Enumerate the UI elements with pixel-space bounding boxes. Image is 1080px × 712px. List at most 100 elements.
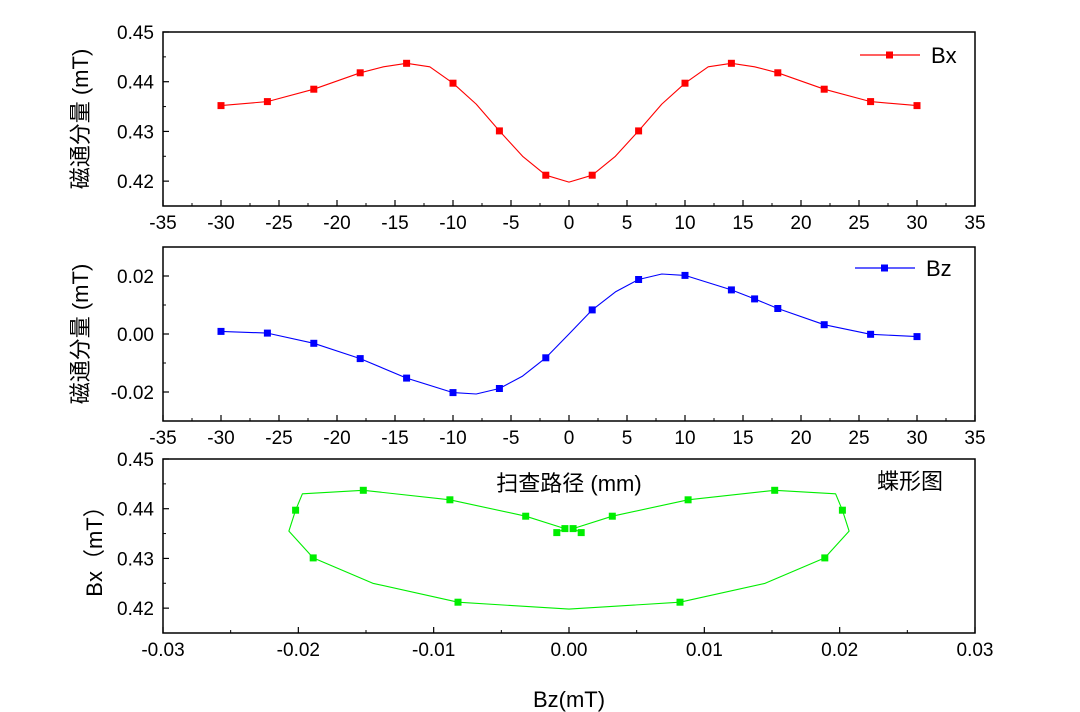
butterfly-y-tick-label: 0.44 bbox=[117, 500, 154, 521]
scan-path-x-axis-title: 扫查路径 (mm) bbox=[496, 471, 641, 496]
butterfly-data-point bbox=[684, 496, 692, 504]
bx-x-tick-label: -20 bbox=[323, 213, 350, 234]
bz-y-tick-label: 0.00 bbox=[117, 325, 154, 346]
bz-x-tick-label: 15 bbox=[732, 428, 753, 449]
bz-x-tick-label: -25 bbox=[265, 428, 292, 449]
bz-x-tick-label: 25 bbox=[848, 428, 869, 449]
bx-data-point bbox=[913, 102, 921, 110]
butterfly-x-tick-label: 0.01 bbox=[686, 640, 723, 661]
bz-data-point bbox=[913, 333, 921, 341]
bx-x-tick-label: 15 bbox=[732, 213, 753, 234]
bx-y-axis-title: 磁通分量 (mT) bbox=[68, 49, 93, 190]
butterfly-data-point bbox=[676, 598, 684, 606]
bx-data-point bbox=[820, 85, 828, 93]
butterfly-data-point bbox=[838, 506, 846, 514]
butterfly-y-tick-label: 0.42 bbox=[117, 599, 154, 620]
bx-data-point bbox=[635, 127, 643, 135]
bz-x-tick-label: 0 bbox=[564, 428, 575, 449]
bx-data-point bbox=[681, 79, 689, 87]
bz-data-point bbox=[774, 305, 782, 312]
bz-x-tick-label: -30 bbox=[207, 428, 234, 449]
bz-data-point bbox=[867, 330, 875, 338]
butterfly-data-point bbox=[359, 486, 367, 494]
bx-x-tick-label: 0 bbox=[564, 213, 575, 234]
bz-x-tick-label: 10 bbox=[674, 428, 695, 449]
bx-x-tick-label: 5 bbox=[622, 213, 633, 234]
bz-data-point bbox=[635, 276, 643, 283]
butterfly-data-point bbox=[454, 598, 462, 606]
bx-legend-marker bbox=[886, 51, 893, 59]
bx-x-tick-label: 25 bbox=[848, 213, 869, 234]
bx-data-point bbox=[449, 79, 457, 87]
bx-y-tick-label: 0.43 bbox=[117, 122, 154, 143]
bx-x-tick-label: 10 bbox=[674, 213, 695, 234]
bx-x-tick-label: -10 bbox=[439, 213, 466, 234]
bz-x-tick-label: -20 bbox=[323, 428, 350, 449]
bx-data-point bbox=[774, 69, 782, 77]
butterfly-data-point bbox=[309, 554, 317, 562]
butterfly-y-tick-label: 0.43 bbox=[117, 549, 154, 570]
butterfly-data-point bbox=[771, 486, 779, 494]
bx-x-tick-label: -15 bbox=[381, 213, 408, 234]
bz-data-point bbox=[449, 389, 457, 397]
bx-x-tick-label: 35 bbox=[964, 213, 985, 234]
butterfly-x-tick-label: -0.03 bbox=[141, 640, 184, 661]
bz-data-point bbox=[820, 321, 828, 329]
bz-x-tick-label: 20 bbox=[790, 428, 811, 449]
bx-data-point bbox=[542, 171, 550, 179]
bz-data-point bbox=[356, 355, 364, 363]
butterfly-data-point bbox=[292, 506, 300, 514]
bx-plot-frame bbox=[162, 31, 976, 207]
bx-data-point bbox=[310, 85, 318, 93]
bz-data-point bbox=[681, 271, 689, 279]
butterfly-data-point bbox=[561, 525, 569, 533]
bx-data-point bbox=[217, 102, 225, 110]
bz-panel: -35 -30 -25 -20 -15 -10 -5 0 5 10 15 20 25 30 35 -0.02… bbox=[68, 246, 986, 496]
bz-x-tick-label: 30 bbox=[906, 428, 927, 449]
bz-x-tick-label: 35 bbox=[964, 428, 985, 449]
butterfly-y-axis-title: Bx（mT） bbox=[82, 495, 107, 596]
butterfly-x-tick-label: 0.03 bbox=[957, 640, 994, 661]
bz-data-point bbox=[751, 295, 759, 303]
bz-y-axis-title: 磁通分量 (mT) bbox=[68, 264, 93, 405]
bx-y-tick-label: 0.42 bbox=[117, 172, 154, 193]
bz-data-point bbox=[263, 329, 271, 337]
butterfly-data-point bbox=[522, 512, 530, 520]
bz-y-tick-label: 0.02 bbox=[117, 267, 154, 288]
bx-x-tick-label: -5 bbox=[503, 213, 520, 234]
bz-legend-label: Bz bbox=[926, 256, 952, 281]
butterfly-panel: -0.03 -0.02 -0.01 0.00 0.01 0.02 0.03 0.42 0.43… bbox=[82, 450, 993, 712]
bz-x-tick-label: -15 bbox=[381, 428, 408, 449]
bz-data-point bbox=[217, 327, 225, 335]
bx-data-point bbox=[867, 98, 875, 106]
bx-data-point bbox=[403, 59, 411, 67]
bz-data-point bbox=[542, 354, 550, 362]
butterfly-x-tick-label: -0.01 bbox=[412, 640, 455, 661]
bx-panel: -35 -30 -25 -20 -15 -10 -5 0 5 10 15 20 25 30 35 0.42 0… bbox=[68, 23, 986, 234]
butterfly-data-point bbox=[821, 554, 829, 562]
bz-x-tick-label: -10 bbox=[439, 428, 466, 449]
bx-series-line bbox=[220, 62, 918, 183]
bz-x-tick-label: -5 bbox=[503, 428, 520, 449]
bx-data-point bbox=[588, 171, 596, 179]
bx-x-tick-label: 30 bbox=[906, 213, 927, 234]
bx-x-tick-label: 20 bbox=[790, 213, 811, 234]
bz-legend-marker bbox=[881, 264, 888, 272]
butterfly-x-tick-label: -0.02 bbox=[277, 640, 320, 661]
bx-data-point bbox=[356, 69, 364, 77]
bz-x-tick-label: 5 bbox=[622, 428, 633, 449]
bx-y-tick-label: 0.44 bbox=[117, 73, 154, 94]
butterfly-series-line bbox=[288, 489, 850, 610]
bz-legend: Bz bbox=[855, 256, 952, 281]
bx-x-tick-label: -25 bbox=[265, 213, 292, 234]
butterfly-x-axis-title: Bz(mT) bbox=[533, 687, 605, 712]
bz-x-tick-label: -35 bbox=[149, 428, 176, 449]
bx-y-tick-label: 0.45 bbox=[117, 23, 154, 44]
bx-x-tick-label: -30 bbox=[207, 213, 234, 234]
butterfly-x-tick-label: 0.02 bbox=[821, 640, 858, 661]
bz-data-point bbox=[310, 339, 318, 347]
bz-data-point bbox=[588, 306, 596, 314]
butterfly-data-point bbox=[553, 529, 561, 537]
butterfly-x-tick-label: 0.00 bbox=[551, 640, 588, 661]
